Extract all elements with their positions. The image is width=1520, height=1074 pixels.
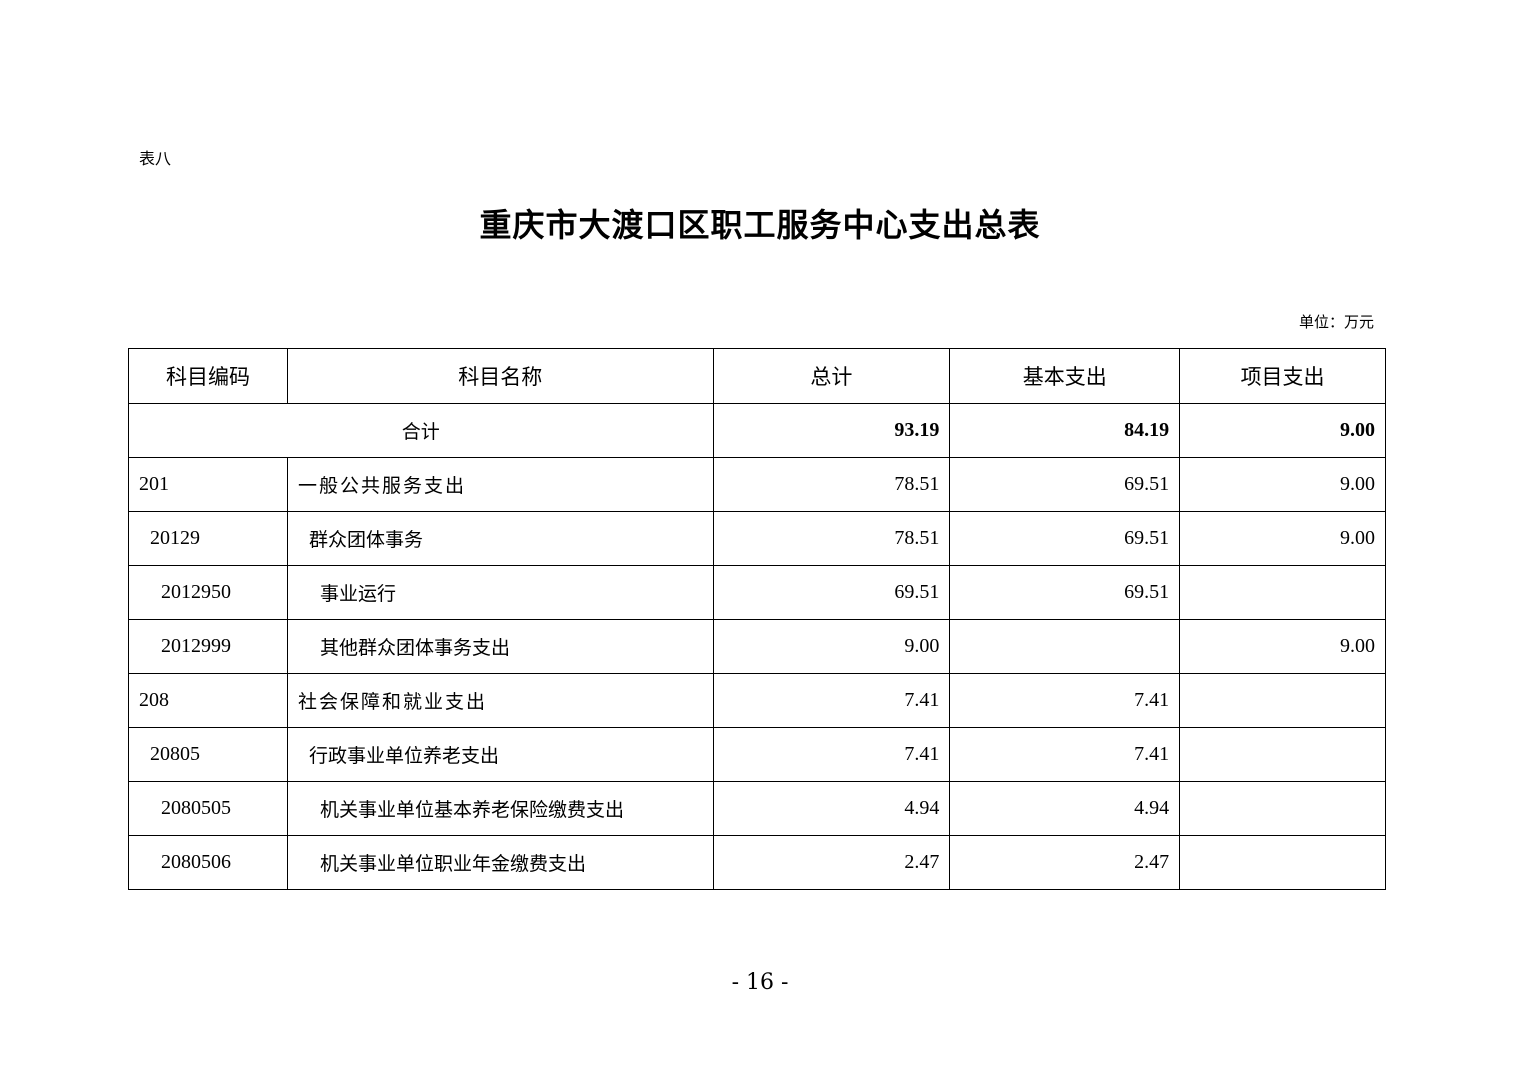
row-project: 9.00 [1179,619,1386,674]
row-code: 2080506 [128,835,288,890]
row-total: 69.51 [712,565,951,620]
page-title: 重庆市大渡口区职工服务中心支出总表 [479,206,1041,244]
row-name: 行政事业单位养老支出 [286,727,714,782]
table-row: 2012950 事业运行 69.51 69.51 [128,565,1386,620]
row-name: 群众团体事务 [286,511,714,566]
row-basic: 69.51 [949,565,1181,620]
row-name: 机关事业单位职业年金缴费支出 [286,835,714,890]
row-project [1179,781,1386,836]
expenditure-table: 科目编码 科目名称 总计 基本支出 项目支出 合计 93.19 84.19 9.… [128,348,1386,890]
table-number: 表八 [139,149,172,168]
row-project [1179,565,1386,620]
total-project: 9.00 [1179,403,1386,458]
row-code: 2012950 [128,565,288,620]
row-project [1179,727,1386,782]
table-row: 2080505 机关事业单位基本养老保险缴费支出 4.94 4.94 [128,781,1386,836]
header-basic: 基本支出 [949,348,1181,404]
row-name: 一般公共服务支出 [286,457,714,512]
table-row: 20129 群众团体事务 78.51 69.51 9.00 [128,511,1386,566]
row-basic: 7.41 [949,673,1181,728]
row-code: 201 [128,457,288,512]
row-total: 78.51 [712,511,951,566]
row-name: 其他群众团体事务支出 [286,619,714,674]
total-basic: 84.19 [949,403,1181,458]
row-code: 208 [128,673,288,728]
row-basic: 69.51 [949,457,1181,512]
row-code: 20129 [128,511,288,566]
table-row: 201 一般公共服务支出 78.51 69.51 9.00 [128,457,1386,512]
header-project: 项目支出 [1179,348,1386,404]
row-name: 机关事业单位基本养老保险缴费支出 [286,781,714,836]
row-code: 2080505 [128,781,288,836]
row-project: 9.00 [1179,511,1386,566]
row-total: 7.41 [712,727,951,782]
row-code: 20805 [128,727,288,782]
header-total: 总计 [712,348,951,404]
total-total: 93.19 [712,403,951,458]
header-code: 科目编码 [128,348,288,404]
row-basic [949,619,1181,674]
row-total: 7.41 [712,673,951,728]
table-row: 2080506 机关事业单位职业年金缴费支出 2.47 2.47 [128,835,1386,890]
row-name: 事业运行 [286,565,714,620]
row-basic: 2.47 [949,835,1181,890]
row-total: 2.47 [712,835,951,890]
table-row: 208 社会保障和就业支出 7.41 7.41 [128,673,1386,728]
table-row: 20805 行政事业单位养老支出 7.41 7.41 [128,727,1386,782]
row-project [1179,673,1386,728]
row-basic: 69.51 [949,511,1181,566]
row-total: 78.51 [712,457,951,512]
unit-label: 单位：万元 [1298,313,1374,331]
row-total: 9.00 [712,619,951,674]
row-name: 社会保障和就业支出 [286,673,714,728]
header-name: 科目名称 [286,348,714,404]
row-basic: 7.41 [949,727,1181,782]
row-total: 4.94 [712,781,951,836]
row-project: 9.00 [1179,457,1386,512]
header-row: 科目编码 科目名称 总计 基本支出 项目支出 [128,348,1386,404]
table-row: 2012999 其他群众团体事务支出 9.00 9.00 [128,619,1386,674]
total-row: 合计 93.19 84.19 9.00 [128,403,1386,458]
total-label: 合计 [128,403,714,458]
row-project [1179,835,1386,890]
row-basic: 4.94 [949,781,1181,836]
row-code: 2012999 [128,619,288,674]
page-number: - 16 - [731,970,789,995]
